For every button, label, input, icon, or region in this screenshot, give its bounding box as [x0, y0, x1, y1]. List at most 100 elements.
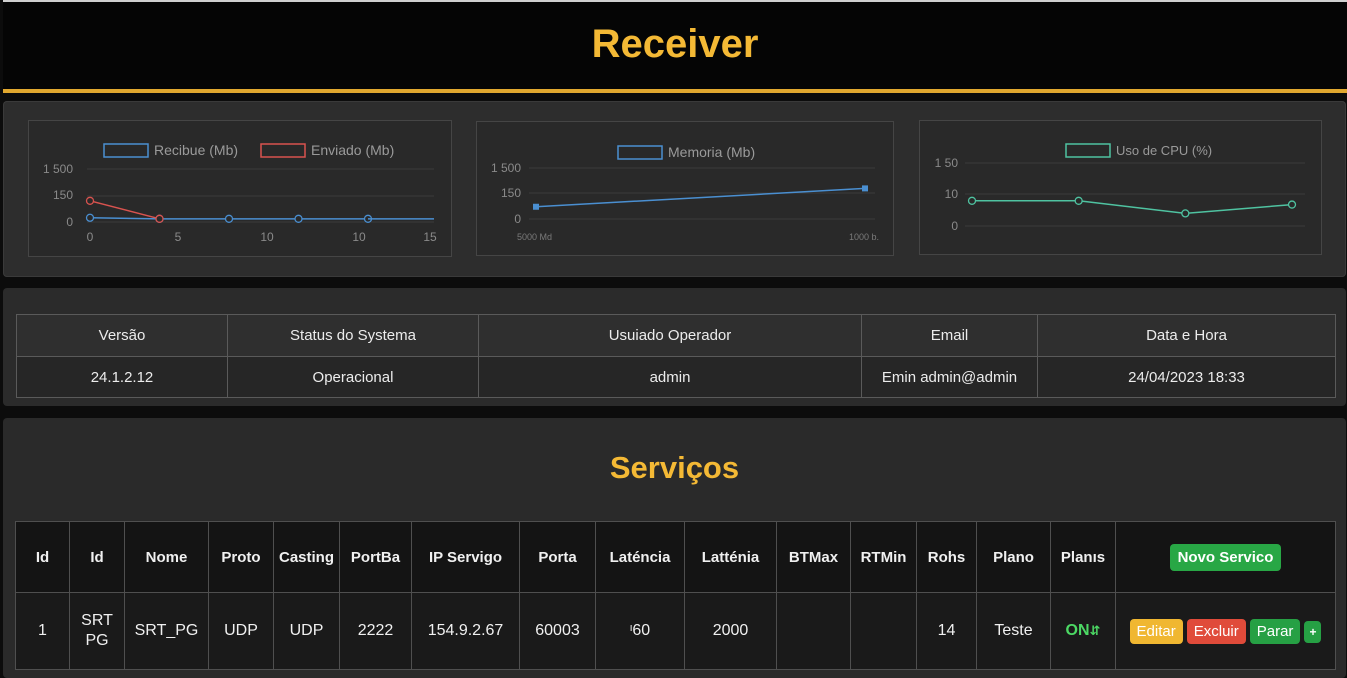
- new-service-button[interactable]: Novo Servico: [1169, 543, 1282, 571]
- cell-id: 1: [15, 592, 70, 670]
- services-panel: Serviços Id Id Nome Proto Casting PortBa…: [3, 418, 1346, 678]
- col-porta: Porta: [519, 521, 596, 593]
- x-tick: 0: [87, 230, 94, 244]
- col-proto: Proto: [208, 521, 274, 593]
- cpu-data-point: [1181, 209, 1190, 218]
- col-latencia: Laténcia: [595, 521, 685, 593]
- cell-btmax: [776, 592, 851, 670]
- memory-data-point: [533, 203, 539, 210]
- value-email: Emin admin@admin: [861, 356, 1038, 398]
- network-data-point: [294, 214, 303, 223]
- network-data-point: [85, 213, 95, 222]
- y-tick: 1 500: [43, 162, 73, 176]
- y-tick: 10: [945, 187, 959, 201]
- y-tick: 150: [53, 188, 73, 202]
- app-header: Receiver: [3, 0, 1347, 90]
- charts-panel: Recibue (Mb) Enviado (Mb) 1 500 150 0 0 …: [3, 101, 1346, 277]
- col-ip-servico: IP Servigo: [411, 521, 520, 593]
- legend-label-enviado: Enviado (Mb): [311, 142, 394, 158]
- header-operador: Usuiado Operador: [478, 314, 862, 357]
- col-planus: Planıs: [1050, 521, 1116, 593]
- memory-data-point: [862, 185, 868, 192]
- cell-proto: UDP: [208, 592, 274, 670]
- table-row: 1 SRT PG SRT_PG UDP UDP 2222 154.9.2.67 …: [15, 592, 1336, 670]
- legend-swatch-cpu: [1065, 143, 1111, 158]
- cell-id-2-line1: SRT: [81, 612, 113, 629]
- cell-lattenia: 2000: [684, 592, 777, 670]
- legend-swatch-recibue: [103, 143, 149, 158]
- col-id-2: Id: [69, 521, 125, 593]
- value-data-hora: 24/04/2023 18:33: [1037, 356, 1336, 398]
- memory-chart: Memoria (Mb) 1 500 150 0 5000 Md 1000 b.: [476, 121, 894, 256]
- y-tick: 0: [514, 212, 521, 226]
- x-tick: 5000 Md: [517, 232, 552, 242]
- cell-nome: SRT_PG: [124, 592, 209, 670]
- header-divider: [3, 89, 1347, 93]
- plus-button[interactable]: +: [1304, 620, 1322, 643]
- legend-swatch-memoria: [617, 145, 663, 160]
- cell-actions: Editar Excluir Parar +: [1115, 592, 1336, 670]
- x-tick: 10: [260, 230, 274, 244]
- y-tick: 1 500: [491, 161, 521, 175]
- header-data-hora: Data e Hora: [1037, 314, 1336, 357]
- network-data-point: [224, 214, 234, 223]
- info-value-row: 24.1.2.12 Operacional admin Emin admin@a…: [16, 356, 1336, 398]
- x-tick: 1000 b.: [849, 232, 879, 242]
- y-tick: 0: [66, 215, 73, 229]
- y-tick: 0: [951, 219, 958, 233]
- x-tick: 5: [175, 230, 182, 244]
- col-id: Id: [15, 521, 70, 593]
- cell-id-2: SRT PG: [69, 592, 125, 670]
- legend-label-recibue: Recibue (Mb): [154, 142, 238, 158]
- col-rohs: Rohs: [916, 521, 977, 593]
- header-email: Email: [861, 314, 1038, 357]
- legend-label-memoria: Memoria (Mb): [668, 144, 755, 160]
- network-chart-svg: Recibue (Mb) Enviado (Mb) 1 500 150 0 0 …: [43, 142, 437, 244]
- network-data-point: [85, 196, 95, 205]
- memory-series-line-0: [535, 187, 866, 208]
- cell-rohs: 14: [916, 592, 977, 670]
- y-tick: 1 50: [935, 156, 959, 170]
- y-tick: 150: [501, 186, 521, 200]
- value-versao: 24.1.2.12: [16, 356, 228, 398]
- col-actions: Novo Servico: [1115, 521, 1336, 593]
- services-table: Id Id Nome Proto Casting PortBa IP Servi…: [15, 521, 1336, 670]
- cpu-series-line-0: [972, 200, 1293, 215]
- status-on-label: ON: [1065, 622, 1090, 639]
- col-rtmin: RTMin: [850, 521, 917, 593]
- cell-rtmin: [850, 592, 917, 670]
- cell-portba: 2222: [339, 592, 412, 670]
- col-lattenia: Latténia: [684, 521, 777, 593]
- col-plano: Plano: [976, 521, 1051, 593]
- legend-label-cpu: Uso de CPU (%): [1116, 143, 1212, 158]
- services-title: Serviços: [609, 450, 740, 485]
- col-btmax: BTMax: [776, 521, 851, 593]
- cell-plano: Teste: [976, 592, 1051, 670]
- cell-id-2-line2: PG: [85, 632, 109, 649]
- info-header-row: Versão Status do Systema Usuiado Operado…: [16, 314, 1336, 357]
- cpu-data-point: [967, 196, 977, 205]
- cell-latencia: ᶦ60: [595, 592, 685, 670]
- network-chart: Recibue (Mb) Enviado (Mb) 1 500 150 0 0 …: [28, 120, 452, 257]
- cell-ip: 154.9.2.67: [411, 592, 520, 670]
- delete-button[interactable]: Excluir: [1186, 618, 1246, 644]
- services-header-row: Id Id Nome Proto Casting PortBa IP Servi…: [15, 521, 1336, 593]
- network-series-line-1: [89, 200, 160, 220]
- cell-casting: UDP: [273, 592, 340, 670]
- cpu-data-point: [1287, 200, 1297, 209]
- cpu-chart-svg: Uso de CPU (%) 1 50 10 0: [935, 143, 1305, 233]
- cpu-chart: Uso de CPU (%) 1 50 10 0: [919, 120, 1322, 255]
- cell-status: ON⇵: [1050, 592, 1116, 670]
- x-tick: 10: [352, 230, 366, 244]
- legend-swatch-enviado: [260, 143, 306, 158]
- stop-button[interactable]: Parar: [1249, 618, 1301, 644]
- value-operador: admin: [478, 356, 862, 398]
- toggle-arrows-icon[interactable]: ⇵: [1089, 623, 1101, 638]
- memory-chart-svg: Memoria (Mb) 1 500 150 0 5000 Md 1000 b.: [491, 144, 879, 242]
- header-status: Status do Systema: [227, 314, 479, 357]
- x-tick: 15: [423, 230, 437, 244]
- edit-button[interactable]: Editar: [1129, 618, 1183, 644]
- header-versao: Versão: [16, 314, 228, 357]
- cpu-data-point: [1074, 196, 1083, 205]
- app-title: Receiver: [591, 22, 759, 66]
